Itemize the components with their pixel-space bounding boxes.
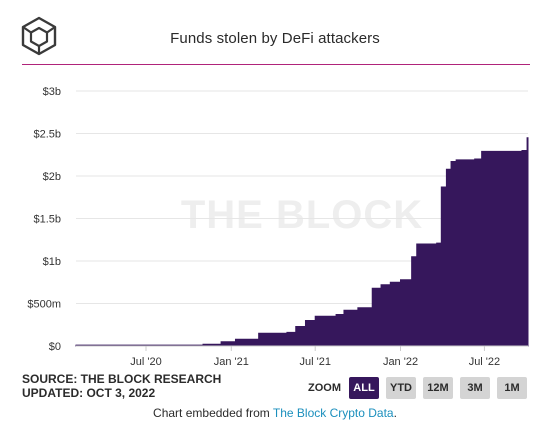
zoom-button-ytd[interactable]: YTD xyxy=(386,377,416,399)
y-tick-label: $1.5b xyxy=(33,214,61,226)
zoom-button-1m[interactable]: 1M xyxy=(497,377,527,399)
updated-text: UPDATED: OCT 3, 2022 xyxy=(22,386,156,400)
embed-link[interactable]: The Block Crypto Data xyxy=(272,406,394,420)
embed-note: Chart embedded from The Block Crypto Dat… xyxy=(0,406,550,420)
x-tick-label: Jul '21 xyxy=(299,356,330,368)
series-area xyxy=(75,137,529,347)
zoom-button-all[interactable]: ALL xyxy=(349,377,379,399)
y-tick-label: $2.5b xyxy=(33,129,61,141)
zoom-label: ZOOM xyxy=(308,382,341,394)
embed-suffix: . xyxy=(393,406,397,420)
x-tick-label: Jan '22 xyxy=(383,356,418,368)
x-tick-label: Jan '21 xyxy=(214,356,249,368)
watermark: THE BLOCK xyxy=(181,193,423,237)
y-tick-label: $2b xyxy=(43,171,61,183)
embed-prefix: Chart embedded from xyxy=(153,406,273,420)
title-divider xyxy=(22,64,530,65)
x-tick-label: Jul '20 xyxy=(130,356,161,368)
y-tick-label: $3b xyxy=(43,86,61,98)
y-tick-label: $1b xyxy=(43,256,61,268)
x-tick-label: Jul '22 xyxy=(469,356,500,368)
the-block-logo-icon xyxy=(21,16,57,56)
zoom-bar: ZOOM ALL YTD 12M 3M 1M xyxy=(308,377,534,399)
y-tick-label: $500m xyxy=(27,299,61,311)
source-block: SOURCE: THE BLOCK RESEARCH UPDATED: OCT … xyxy=(22,372,221,400)
zoom-button-12m[interactable]: 12M xyxy=(423,377,453,399)
zoom-button-3m[interactable]: 3M xyxy=(460,377,490,399)
source-text: SOURCE: THE BLOCK RESEARCH xyxy=(22,372,222,386)
y-tick-label: $0 xyxy=(49,341,61,353)
chart-title: Funds stolen by DeFi attackers xyxy=(170,30,380,47)
